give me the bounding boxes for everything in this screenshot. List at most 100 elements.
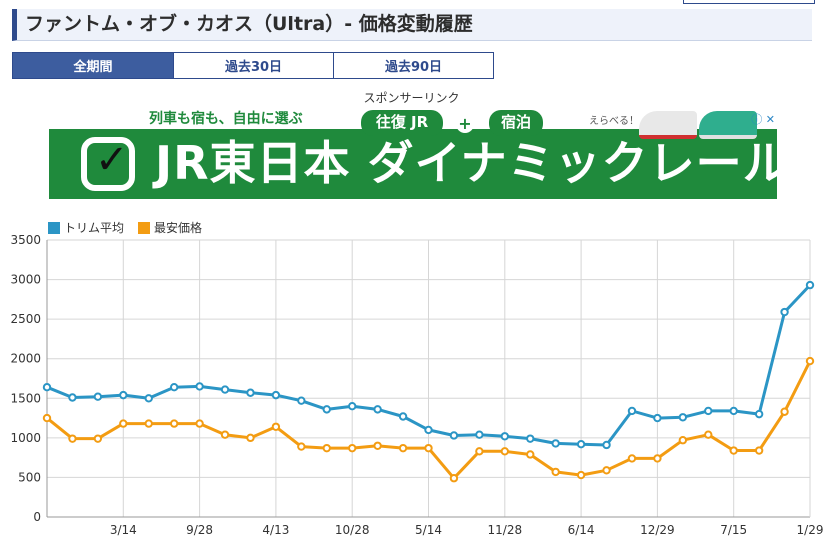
ad-plus-icon: +	[456, 115, 474, 133]
data-point-lowest-price	[169, 419, 179, 428]
data-point-lowest-price	[144, 419, 153, 428]
data-point-trim-average	[551, 439, 560, 448]
data-point-lowest-price	[678, 436, 688, 445]
y-tick-label: 0	[33, 510, 41, 524]
x-tick-label: 6/14	[568, 523, 595, 537]
data-point-trim-average	[322, 405, 331, 414]
checkmark-logo-icon: ✓	[81, 137, 135, 191]
data-point-lowest-price	[475, 447, 484, 456]
y-tick-label: 3500	[10, 233, 41, 247]
legend-swatch-lowest-price	[138, 221, 151, 234]
data-point-lowest-price	[627, 454, 637, 463]
data-point-lowest-price	[373, 441, 382, 450]
data-point-trim-average	[678, 413, 688, 422]
tab-all-period[interactable]: 全期間	[12, 52, 174, 79]
data-point-trim-average	[42, 383, 52, 392]
data-point-trim-average	[424, 425, 433, 435]
ad-lodging-pill: 宿泊	[489, 110, 543, 136]
tab-last-90-days[interactable]: 過去90日	[334, 52, 494, 79]
data-point-trim-average	[526, 434, 535, 443]
data-point-trim-average	[271, 390, 281, 400]
train-green-icon	[699, 111, 757, 139]
data-point-lowest-price	[653, 454, 662, 463]
data-point-lowest-price	[704, 430, 713, 439]
x-tick-label: 5/14	[415, 523, 442, 537]
ad-banner[interactable]: 列車も宿も、自由に選ぶ 往復 JR + 宿泊 えらべる！ ⓘ ✕ ✓ JR東日本…	[49, 109, 777, 199]
x-tick-label: 12/29	[640, 523, 675, 537]
data-point-trim-average	[627, 406, 637, 416]
data-point-trim-average	[246, 388, 255, 397]
data-point-lowest-price	[119, 419, 128, 428]
y-tick-label: 2000	[10, 352, 41, 366]
data-point-trim-average	[119, 390, 128, 400]
ad-headline: JR東日本 ダイナミックレールパック	[155, 136, 777, 190]
x-tick-label: 9/28	[186, 523, 213, 537]
data-point-trim-average	[348, 402, 357, 411]
data-point-trim-average	[195, 382, 204, 391]
data-point-trim-average	[169, 383, 179, 392]
x-tick-label: 7/15	[720, 523, 747, 537]
data-point-trim-average	[144, 394, 153, 403]
data-point-lowest-price	[500, 447, 509, 456]
price-history-chart: 0 500 1000 1500 2000 2500 3000 3500 3/14 9/28 4/13…	[10, 233, 823, 537]
data-point-lowest-price	[551, 467, 560, 477]
ad-tagline: 列車も宿も、自由に選ぶ	[149, 111, 303, 127]
data-point-trim-average	[398, 412, 408, 421]
data-point-trim-average	[297, 396, 306, 405]
data-point-trim-average	[729, 406, 738, 416]
page-title: ファントム・オブ・カオス（Ultra）- 価格変動履歴	[25, 13, 473, 35]
y-tick-label: 1500	[10, 391, 41, 405]
data-point-trim-average	[805, 280, 815, 290]
data-point-trim-average	[653, 413, 662, 423]
page-header: ファントム・オブ・カオス（Ultra）- 価格変動履歴	[12, 9, 812, 41]
data-point-trim-average	[780, 307, 789, 317]
sponsor-label: スポンサーリンク	[363, 91, 460, 105]
data-point-lowest-price	[68, 434, 77, 443]
data-point-trim-average	[373, 405, 382, 414]
x-tick-label: 1/29	[797, 523, 823, 537]
x-tick-label: 10/28	[335, 523, 370, 537]
x-tick-label: 3/14	[110, 523, 137, 537]
data-point-lowest-price	[220, 430, 230, 439]
data-point-lowest-price	[322, 443, 331, 453]
data-point-lowest-price	[449, 474, 459, 483]
y-tick-label: 3000	[10, 273, 41, 287]
data-point-lowest-price	[729, 446, 738, 455]
data-point-lowest-price	[297, 442, 306, 451]
chart-legend: トリム平均 最安価格	[48, 219, 202, 236]
legend-label-trim-average: トリム平均	[64, 221, 125, 235]
data-point-lowest-price	[805, 356, 815, 366]
y-tick-label: 500	[18, 470, 41, 484]
x-tick-label: 11/28	[488, 523, 523, 537]
data-point-trim-average	[93, 392, 103, 401]
y-tick-label: 2500	[10, 312, 41, 326]
data-point-lowest-price	[246, 433, 255, 443]
data-point-trim-average	[576, 439, 586, 449]
ad-round-trip-pill: 往復 JR	[361, 110, 443, 136]
data-point-trim-average	[220, 385, 230, 394]
data-point-trim-average	[68, 393, 77, 402]
data-point-lowest-price	[754, 446, 764, 455]
data-point-lowest-price	[348, 443, 357, 453]
legend-item-trim-average[interactable]: トリム平均	[48, 219, 124, 236]
data-point-lowest-price	[398, 443, 408, 453]
train-red-icon	[639, 111, 697, 139]
data-point-lowest-price	[424, 443, 433, 453]
period-tabs: 全期間 過去30日 過去90日	[12, 52, 494, 79]
data-point-trim-average	[449, 431, 459, 440]
tab-last-30-days[interactable]: 過去30日	[174, 52, 334, 79]
data-point-lowest-price	[526, 450, 535, 459]
legend-swatch-trim-average	[48, 221, 60, 234]
data-point-trim-average	[754, 409, 764, 419]
data-point-lowest-price	[271, 422, 281, 431]
data-point-trim-average	[500, 432, 509, 441]
ad-info-close-icon[interactable]: ⓘ ✕	[751, 113, 775, 126]
y-tick-label: 1000	[10, 431, 41, 445]
data-point-lowest-price	[42, 413, 52, 423]
x-tick-label: 4/13	[262, 523, 289, 537]
legend-item-lowest-price[interactable]: 最安価格	[138, 219, 202, 236]
data-point-lowest-price	[93, 434, 103, 443]
data-point-lowest-price	[780, 407, 789, 416]
data-point-trim-average	[602, 440, 611, 450]
top-tab-edge	[683, 0, 815, 4]
